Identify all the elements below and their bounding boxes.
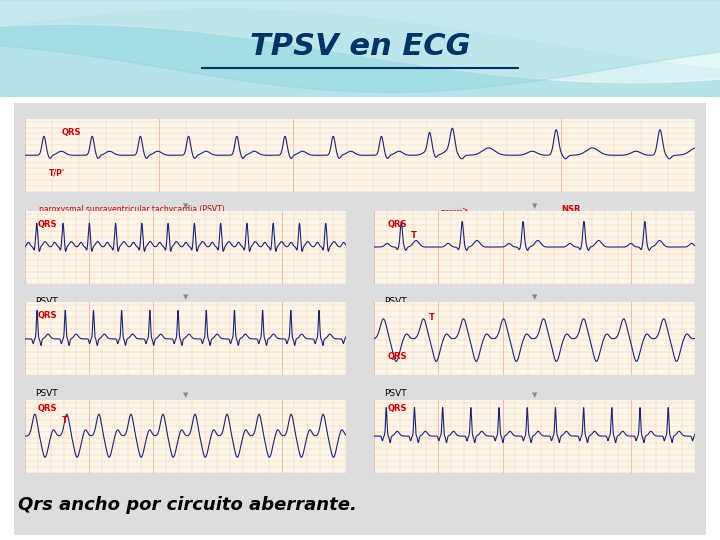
Text: paroxysmal supraventricular tachycardia (PSVT): paroxysmal supraventricular tachycardia … (39, 205, 225, 214)
Text: Qrs ancho por circuito aberrante.: Qrs ancho por circuito aberrante. (18, 496, 356, 514)
Text: ▼: ▼ (183, 294, 188, 300)
Text: ▼: ▼ (532, 392, 537, 397)
Text: T: T (429, 313, 435, 322)
Text: QRS: QRS (62, 128, 81, 137)
Text: ▼: ▼ (532, 202, 537, 208)
Text: T/P': T/P' (49, 168, 65, 178)
Text: ▼: ▼ (183, 392, 188, 397)
Text: QRS: QRS (38, 404, 58, 413)
Text: ▼: ▼ (532, 294, 537, 300)
Text: PSVT: PSVT (35, 297, 58, 306)
Text: QRS: QRS (387, 352, 407, 361)
Text: T: T (62, 416, 68, 425)
Text: ▼: ▼ (183, 202, 188, 208)
Text: NSR: NSR (561, 205, 580, 214)
Text: QRS: QRS (38, 312, 58, 320)
Text: -------->: --------> (441, 205, 469, 214)
Text: PSVT: PSVT (384, 297, 407, 306)
Text: QRS: QRS (38, 220, 58, 228)
Text: TPSV en ECG: TPSV en ECG (250, 32, 470, 61)
Text: PSVT: PSVT (35, 389, 58, 398)
Text: PSVT: PSVT (384, 389, 407, 398)
Text: T: T (411, 231, 417, 240)
Text: QRS: QRS (387, 404, 407, 413)
Text: QRS: QRS (387, 220, 407, 228)
